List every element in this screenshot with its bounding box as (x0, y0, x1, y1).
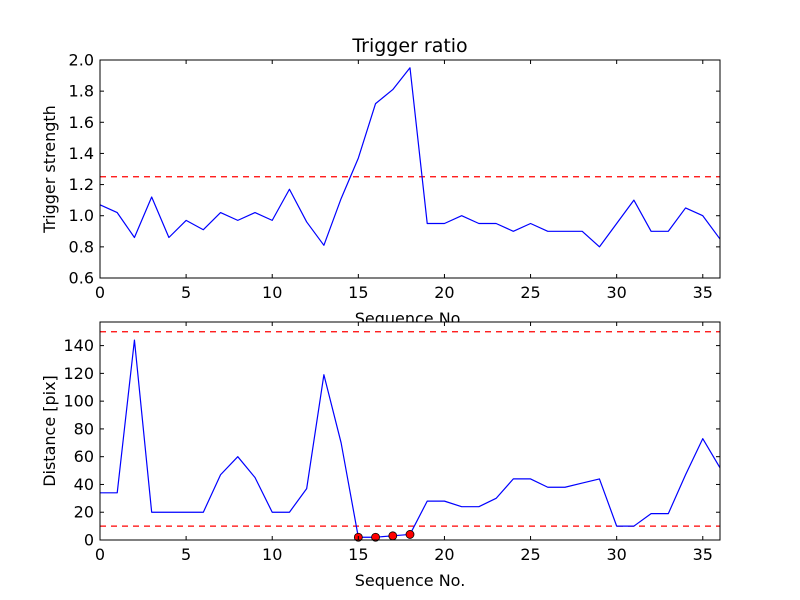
bottom-ytick-label: 20 (74, 503, 94, 522)
top-plot-area (100, 60, 720, 278)
bottom-ytick-label: 60 (74, 447, 94, 466)
top-xtick-label: 30 (606, 283, 626, 302)
top-plot: 0 5 10 15 20 25 30 350.60.81.01.21.41.61.82.0Se… (40, 35, 721, 328)
bottom-ytick-label: 80 (74, 419, 94, 438)
bottom-marker-point (371, 532, 380, 542)
bottom-ytick-label: 120 (63, 364, 94, 383)
bottom-ytick-label: 140 (63, 336, 94, 355)
bottom-xtick-label: 30 (606, 545, 626, 564)
top-chart-title: Trigger ratio (351, 35, 467, 57)
top-ytick-label: 2.0 (69, 51, 94, 70)
bottom-ytick-label: 40 (74, 475, 94, 494)
bottom-xtick-label: 15 (348, 545, 368, 564)
top-xtick-label: 5 (181, 283, 191, 302)
top-series-line-0 (99, 67, 721, 248)
top-ytick-label: 1.2 (69, 175, 94, 194)
bottom-ytick-label: 0 (84, 531, 94, 550)
top-xtick-label: 15 (348, 283, 368, 302)
top-ytick-label: 0.6 (69, 269, 94, 288)
bottom-xtick-label: 25 (520, 545, 540, 564)
bottom-xtick-label: 20 (434, 545, 454, 564)
top-xtick-label: 10 (262, 283, 282, 302)
bottom-ylabel: Distance [pix] (40, 375, 59, 487)
bottom-marker-point (388, 531, 398, 541)
top-ytick-label: 1.8 (69, 82, 94, 101)
bottom-xtick-label: 5 (181, 545, 191, 564)
top-axes-frame (99, 59, 721, 279)
bottom-xtick-label: 10 (262, 545, 282, 564)
top-ytick-label: 1.0 (69, 206, 94, 225)
bottom-xtick-label: 35 (693, 545, 713, 564)
bottom-marker-point (405, 530, 415, 539)
bottom-plot-area (100, 322, 720, 540)
top-ytick-label: 0.8 (69, 237, 94, 256)
bottom-ytick-label: 100 (63, 392, 94, 411)
top-ytick-label: 1.4 (69, 144, 94, 163)
top-xtick-label: 0 (95, 283, 105, 302)
bottom-plot: 0 5 10 15 20 25 30 35 0 20 40 60 80 100 120 140 Sequence… (40, 321, 721, 590)
top-ylabel: Trigger strength (40, 105, 59, 234)
bottom-axes-frame (99, 321, 721, 541)
top-xtick-label: 25 (520, 283, 540, 302)
bottom-xlabel: Sequence No. (355, 571, 466, 590)
top-xtick-label: 35 (693, 283, 713, 302)
bottom-xtick-label: 0 (95, 545, 105, 564)
top-xtick-label: 20 (434, 283, 454, 302)
top-ytick-label: 1.6 (69, 113, 94, 132)
